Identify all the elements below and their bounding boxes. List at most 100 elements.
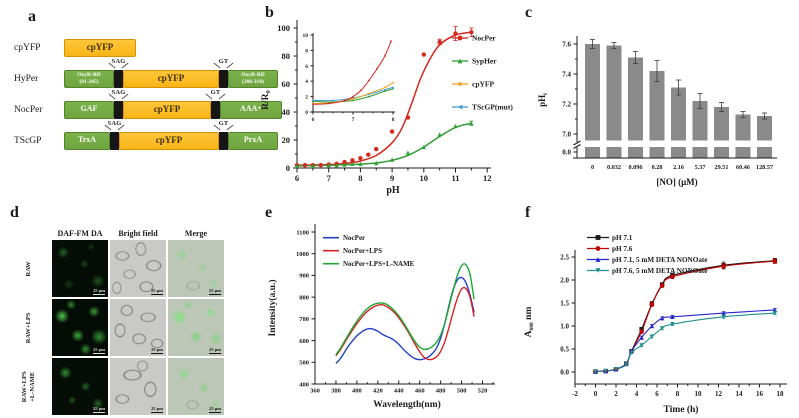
linker-gt: GT <box>211 89 220 119</box>
svg-text:pHi: pHi <box>537 93 549 107</box>
svg-text:cpYFP: cpYFP <box>472 80 494 89</box>
micrograph-bright-raw: 25 μm <box>110 240 166 297</box>
micrograph-merge-lname: 25 μm <box>168 358 224 415</box>
svg-text:TScGP(mut): TScGP(mut) <box>472 103 513 112</box>
construct-name: cpYFP <box>14 42 41 53</box>
column-header-daf: DAF-FM DA <box>57 229 103 238</box>
svg-text:40: 40 <box>282 107 291 117</box>
scale-bar: 25 μm <box>93 288 105 296</box>
segment-cpyfp: cpYFP <box>119 131 219 150</box>
svg-text:520: 520 <box>478 388 488 395</box>
svg-text:R/R0: R/R0 <box>261 90 272 110</box>
svg-text:7: 7 <box>327 173 332 183</box>
segment-aaa+: AAA+ <box>220 100 282 119</box>
svg-text:29.51: 29.51 <box>715 164 729 171</box>
svg-text:5.37: 5.37 <box>695 164 706 171</box>
svg-text:A600 nm: A600 nm <box>524 307 535 338</box>
svg-text:900: 900 <box>299 273 309 280</box>
svg-text:360: 360 <box>310 388 320 395</box>
construct-name: TScGP <box>14 135 42 146</box>
svg-text:NocPer: NocPer <box>343 234 365 242</box>
micrograph-daf-lps: 25 μm <box>52 299 108 356</box>
segment-cpyfp: cpYFP <box>123 100 211 119</box>
panel-f: f -2 0 2 4 6 8 10 12 14 16 18 0.0 0.5 1.0 1.5 2.0 2.5 pH … <box>515 200 799 418</box>
svg-text:380: 380 <box>331 388 341 395</box>
scale-bar: 25 μm <box>93 406 105 414</box>
svg-text:10: 10 <box>695 390 703 398</box>
svg-text:7.2: 7.2 <box>562 101 571 109</box>
micrograph-merge-raw: 25 μm <box>168 240 224 297</box>
svg-text:6: 6 <box>655 390 659 398</box>
svg-text:8: 8 <box>305 48 308 54</box>
svg-text:7.0: 7.0 <box>562 131 571 139</box>
construct-name: NocPer <box>14 104 43 115</box>
linker-sag: SAG <box>112 89 125 119</box>
segment-oxyr-rd: OxyR-RD (206-310) <box>228 69 278 88</box>
svg-text:400: 400 <box>299 381 309 388</box>
micrograph-daf-lname: 25 μm <box>52 358 108 415</box>
svg-text:7.4: 7.4 <box>562 71 571 79</box>
svg-text:NocPer: NocPer <box>472 34 496 43</box>
svg-text:0.5: 0.5 <box>560 346 569 354</box>
svg-text:2.16: 2.16 <box>673 164 684 171</box>
svg-text:0: 0 <box>594 390 598 398</box>
panel-e-letter: e <box>265 204 273 221</box>
svg-text:8: 8 <box>358 173 362 183</box>
svg-text:SypHer: SypHer <box>472 57 497 66</box>
svg-text:16: 16 <box>756 390 764 398</box>
construct-diagram: cpYFP cpYFP HyPer OxyR-RD (81-205) SAG cpYFP G… <box>6 32 282 156</box>
svg-text:6: 6 <box>305 64 308 70</box>
svg-text:2: 2 <box>614 390 618 398</box>
chart-e: 400 500 600 700 800 900 1000 1100 360 380 400 420 44… <box>267 224 495 410</box>
svg-text:128.57: 128.57 <box>756 164 773 171</box>
panel-c: c 7.0 7.2 7.4 7.6 0.0 0 0.032 0.096 0.28 2.16 5.37… <box>515 0 799 200</box>
scale-bar: 25 μm <box>209 406 221 414</box>
svg-text:2.5: 2.5 <box>560 254 569 262</box>
row-label-raw: RAW <box>25 260 33 277</box>
panel-d: d DAF-FM DA Bright field Merge RAW 25 μm… <box>0 200 255 418</box>
svg-text:0.032: 0.032 <box>607 164 621 171</box>
scale-bar: 25 μm <box>151 406 163 414</box>
column-header-merge: Merge <box>184 229 208 238</box>
svg-text:4: 4 <box>635 390 639 398</box>
svg-text:6: 6 <box>295 173 299 183</box>
svg-text:1000: 1000 <box>296 251 309 258</box>
svg-text:11: 11 <box>451 173 459 183</box>
svg-text:14: 14 <box>736 390 744 398</box>
svg-text:700: 700 <box>299 316 309 323</box>
svg-text:pH 7.6: pH 7.6 <box>612 245 633 253</box>
svg-text:8: 8 <box>392 117 395 123</box>
svg-text:1.5: 1.5 <box>560 300 569 308</box>
svg-text:400: 400 <box>352 388 362 395</box>
svg-text:440: 440 <box>394 388 404 395</box>
svg-text:7.6: 7.6 <box>562 41 571 49</box>
svg-text:100: 100 <box>277 23 290 33</box>
svg-text:1100: 1100 <box>296 229 309 236</box>
chart-f: -2 0 2 4 6 8 10 12 14 16 18 0.0 0.5 1.0 1.5 2.0 2.5 pH 7.… <box>524 234 787 415</box>
micrograph-daf-raw: 25 μm <box>52 240 108 297</box>
svg-text:NocPer+LPS+L-NAME: NocPer+LPS+L-NAME <box>343 260 415 268</box>
segment-trxa: TrxA <box>64 131 110 150</box>
panel-c-letter: c <box>525 4 533 21</box>
svg-text:pH 7.1: pH 7.1 <box>612 234 633 242</box>
svg-text:480: 480 <box>436 388 446 395</box>
construct-name: HyPer <box>14 73 39 84</box>
construct-row: cpYFP cpYFP <box>6 32 282 63</box>
segment-cpyfp: cpYFP <box>64 38 136 57</box>
svg-text:pH 7.6, 5 mM DETA NONOate: pH 7.6, 5 mM DETA NONOate <box>612 267 708 275</box>
svg-text:-2: -2 <box>572 390 578 398</box>
svg-text:800: 800 <box>299 294 309 301</box>
panel-d-letter: d <box>10 204 19 221</box>
svg-text:Wavelength(nm): Wavelength(nm) <box>373 399 441 410</box>
svg-text:9: 9 <box>390 173 394 183</box>
scale-bar: 25 μm <box>151 288 163 296</box>
svg-text:2.0: 2.0 <box>560 277 569 285</box>
svg-text:0.0: 0.0 <box>560 369 569 377</box>
svg-text:1.0: 1.0 <box>560 323 569 331</box>
svg-text:0: 0 <box>305 110 308 116</box>
microscopy-grid: DAF-FM DA Bright field Merge RAW 25 μm 2… <box>8 222 224 415</box>
scale-bar: 25 μm <box>209 288 221 296</box>
panel-f-letter: f <box>525 204 531 221</box>
linker-gt: GT <box>219 120 228 150</box>
